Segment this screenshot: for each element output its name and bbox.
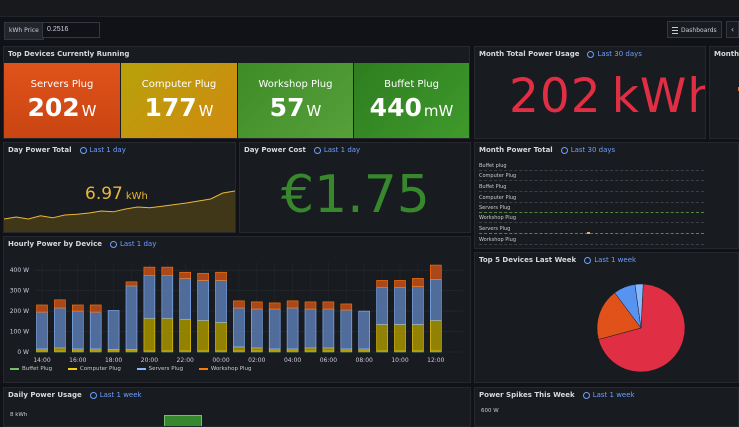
tile-value: 177 W — [144, 93, 214, 122]
clock-icon — [582, 391, 590, 399]
legend-item[interactable]: Buffet Plug — [10, 366, 52, 372]
time-range[interactable]: Last 30 days — [560, 146, 615, 154]
y-axis-label: 8 kWh — [10, 412, 28, 418]
panel-title: Daily Power Usage Last 1 week — [8, 391, 142, 399]
tile-value: 57 W — [269, 93, 322, 122]
clock-icon — [79, 146, 87, 154]
day-power-cost-panel: Day Power Cost Last 1 day €1.75 — [239, 142, 471, 233]
sparkline-line — [4, 190, 235, 220]
timeline-row: Servers Plug — [479, 226, 704, 237]
panel-title: Day Power Cost Last 1 day — [244, 146, 361, 154]
daily-bar — [164, 415, 202, 426]
timeline-row: Computer Plug — [479, 173, 704, 184]
top5-devices-panel: Top 5 Devices Last Week Last 1 week — [474, 252, 739, 383]
legend-item[interactable]: Computer Plug — [67, 366, 121, 372]
clock-icon — [587, 50, 595, 58]
panel-title: Power Spikes This Week Last 1 week — [479, 391, 635, 399]
hourly-legend: Buffet Plug Computer Plug Servers Plug W… — [10, 366, 266, 372]
time-range[interactable]: Last 1 week — [582, 391, 635, 399]
time-range[interactable]: Last 30 days — [587, 50, 642, 58]
kwh-price-input[interactable] — [42, 22, 100, 38]
timeline-row: Computer Plug — [479, 195, 704, 206]
panel-title: Month Total Power Usage Last 30 days — [479, 50, 642, 58]
kwh-price-label: kWh Price — [4, 22, 44, 40]
time-range[interactable]: Last 1 week — [89, 391, 142, 399]
panel-title: Day Power Total Last 1 day — [8, 146, 126, 154]
tile-buffet-plug[interactable]: Buffet Plug 440 mW — [354, 63, 469, 138]
time-range[interactable]: Last 1 day — [109, 240, 156, 248]
clock-icon — [560, 146, 568, 154]
clock-icon — [109, 240, 117, 248]
panel-title: Hourly Power by Device Last 1 day — [8, 240, 157, 248]
hourly-power-panel: Hourly Power by Device Last 1 day — [3, 236, 471, 383]
tile-workshop-plug[interactable]: Workshop Plug 57 W — [238, 63, 353, 138]
y-axis-label: 600 W — [481, 408, 499, 414]
timeline-row: Workshop Plug — [479, 215, 704, 226]
tile-computer-plug[interactable]: Computer Plug 177 W — [121, 63, 237, 138]
power-spikes-panel: Power Spikes This Week Last 1 week 600 W — [474, 387, 739, 427]
tile-name: Servers Plug — [30, 79, 94, 90]
panel-title: Month T — [714, 50, 739, 58]
day-total-value: 6.97 kWh — [85, 184, 148, 204]
tile-name: Computer Plug — [141, 79, 217, 90]
month-power-total-panel: Month Power Total Last 30 days Buffet plu… — [474, 142, 739, 249]
chevron-left-icon[interactable]: ‹ — [726, 21, 739, 38]
time-range[interactable]: Last 1 day — [313, 146, 360, 154]
panel-title: Month Power Total Last 30 days — [479, 146, 616, 154]
tile-value: 202 W — [27, 93, 97, 122]
tile-value: 440 mW — [369, 93, 454, 122]
legend-item[interactable]: Servers Plug — [136, 366, 183, 372]
tile-name: Buffet Plug — [384, 79, 439, 90]
clock-icon — [89, 391, 97, 399]
timeline-row: Buffet Plug — [479, 184, 704, 195]
day-power-total-panel: Day Power Total Last 1 day 6.97 kWh — [3, 142, 236, 233]
time-range[interactable]: Last 1 day — [79, 146, 126, 154]
day-cost-value: €1.75 — [281, 165, 430, 225]
month-usage-value: 202kWh — [509, 69, 705, 124]
panel-title: Top 5 Devices Last Week Last 1 week — [479, 256, 637, 264]
timeline-row: Workshop Plug — [479, 237, 704, 248]
month-total-usage-panel: Month Total Power Usage Last 30 days 202 k… — [474, 46, 706, 139]
sparkline-area — [4, 191, 235, 232]
daily-power-panel: Daily Power Usage Last 1 week 8 kWh — [3, 387, 471, 427]
menu-icon — [672, 27, 678, 34]
pie-slice — [634, 283, 644, 329]
clock-icon — [313, 146, 321, 154]
timeline-row: Buffet plug — [479, 163, 704, 174]
legend-item[interactable]: Workshop Plug — [198, 366, 252, 372]
time-range[interactable]: Last 1 week — [584, 256, 636, 264]
month-cut-panel: Month T — [709, 46, 739, 139]
timeline-row: Servers Plug — [479, 205, 704, 216]
tile-name: Workshop Plug — [258, 79, 333, 90]
pie-slice — [596, 292, 642, 340]
pie-slice — [598, 283, 686, 373]
top5-pie-chart — [596, 283, 686, 373]
tile-servers-plug[interactable]: Servers Plug 202 W — [4, 63, 120, 138]
day-sparkline — [4, 190, 235, 232]
clock-icon — [584, 256, 592, 264]
dashboards-button[interactable]: Dashboards — [667, 21, 722, 38]
top-bar — [0, 0, 739, 17]
panel-title: Top Devices Currently Running — [8, 50, 130, 58]
